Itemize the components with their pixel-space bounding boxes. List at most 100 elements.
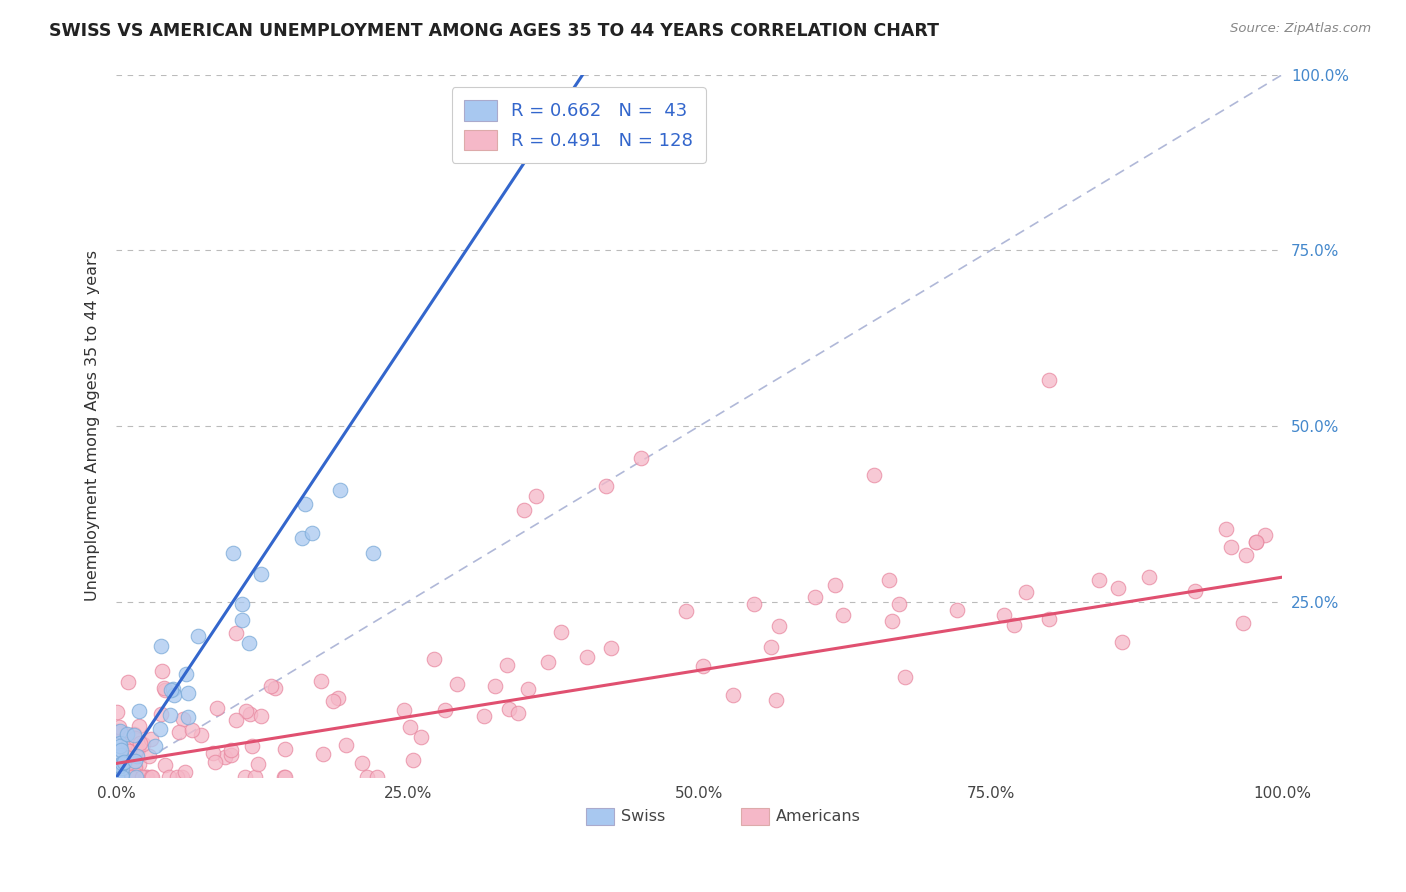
Point [110, 748, 132, 763]
Point [550, 625, 572, 640]
Point [170, 771, 193, 785]
Legend: R = 0.662   N =  43, R = 0.491   N = 128: R = 0.662 N = 43, R = 0.491 N = 128 [451, 87, 706, 163]
Point [335, 739, 357, 753]
Point [118, 744, 141, 758]
Y-axis label: Unemployment Among Ages 35 to 44 years: Unemployment Among Ages 35 to 44 years [86, 251, 100, 601]
Point [246, 757, 269, 772]
Point [127, 749, 149, 764]
Point [744, 597, 766, 611]
Point [128, 719, 150, 733]
Point [110, 743, 132, 757]
Point [1002, 618, 1025, 632]
Point [326, 691, 349, 706]
Point [141, 771, 163, 785]
Point [117, 737, 139, 751]
Point [149, 722, 172, 736]
Point [110, 771, 132, 785]
Point [107, 771, 129, 785]
FancyBboxPatch shape [586, 807, 614, 824]
Point [105, 771, 128, 785]
Point [768, 619, 790, 633]
Point [893, 670, 915, 684]
Point [472, 709, 495, 723]
Point [274, 771, 297, 785]
Point [536, 655, 558, 669]
Point [124, 768, 146, 782]
Point [155, 758, 177, 772]
Point [111, 761, 134, 775]
Point [117, 726, 139, 740]
Point [105, 771, 128, 785]
Point [122, 728, 145, 742]
Point [446, 676, 468, 690]
Point [240, 739, 263, 753]
Point [1246, 535, 1268, 549]
Point [329, 483, 352, 497]
Point [190, 728, 212, 742]
Point [205, 701, 228, 715]
Point [112, 755, 135, 769]
Point [222, 545, 245, 559]
Point [630, 450, 652, 465]
Point [434, 702, 457, 716]
Point [118, 756, 141, 771]
Point [273, 770, 295, 784]
Point [761, 640, 783, 655]
FancyBboxPatch shape [741, 807, 769, 824]
Point [517, 681, 540, 696]
Point [120, 771, 142, 785]
Point [138, 749, 160, 764]
Point [1087, 574, 1109, 588]
Point [122, 727, 145, 741]
Point [366, 771, 388, 785]
Point [225, 626, 247, 640]
Point [402, 753, 425, 767]
Point [312, 747, 335, 761]
Point [508, 706, 530, 720]
Point [231, 613, 253, 627]
Point [231, 597, 253, 611]
Point [173, 764, 195, 779]
Point [124, 761, 146, 775]
Point [291, 531, 314, 545]
Point [394, 703, 416, 717]
Point [122, 760, 145, 774]
Point [107, 757, 129, 772]
Point [124, 731, 146, 745]
Point [124, 759, 146, 773]
Point [260, 679, 283, 693]
Point [398, 720, 420, 734]
Point [112, 771, 135, 785]
Point [128, 704, 150, 718]
Point [105, 705, 128, 719]
Point [153, 682, 176, 697]
Point [135, 771, 157, 785]
Point [993, 608, 1015, 623]
Point [114, 754, 136, 768]
Point [141, 771, 163, 785]
Point [219, 747, 242, 762]
Text: Americans: Americans [776, 809, 862, 823]
Point [127, 742, 149, 756]
Point [219, 743, 242, 757]
Point [110, 771, 132, 785]
Point [117, 675, 139, 690]
Point [350, 756, 373, 770]
Point [233, 771, 256, 785]
Point [361, 545, 384, 559]
Point [599, 641, 621, 656]
Point [107, 720, 129, 734]
Point [1219, 540, 1241, 554]
Point [107, 757, 129, 772]
Text: Swiss: Swiss [621, 809, 665, 823]
Point [111, 771, 134, 785]
Point [1215, 522, 1237, 536]
Point [1038, 373, 1060, 387]
Point [111, 767, 134, 781]
Point [692, 659, 714, 673]
Point [166, 771, 188, 785]
Point [172, 713, 194, 727]
Point [121, 759, 143, 773]
Point [117, 771, 139, 785]
Point [484, 679, 506, 693]
